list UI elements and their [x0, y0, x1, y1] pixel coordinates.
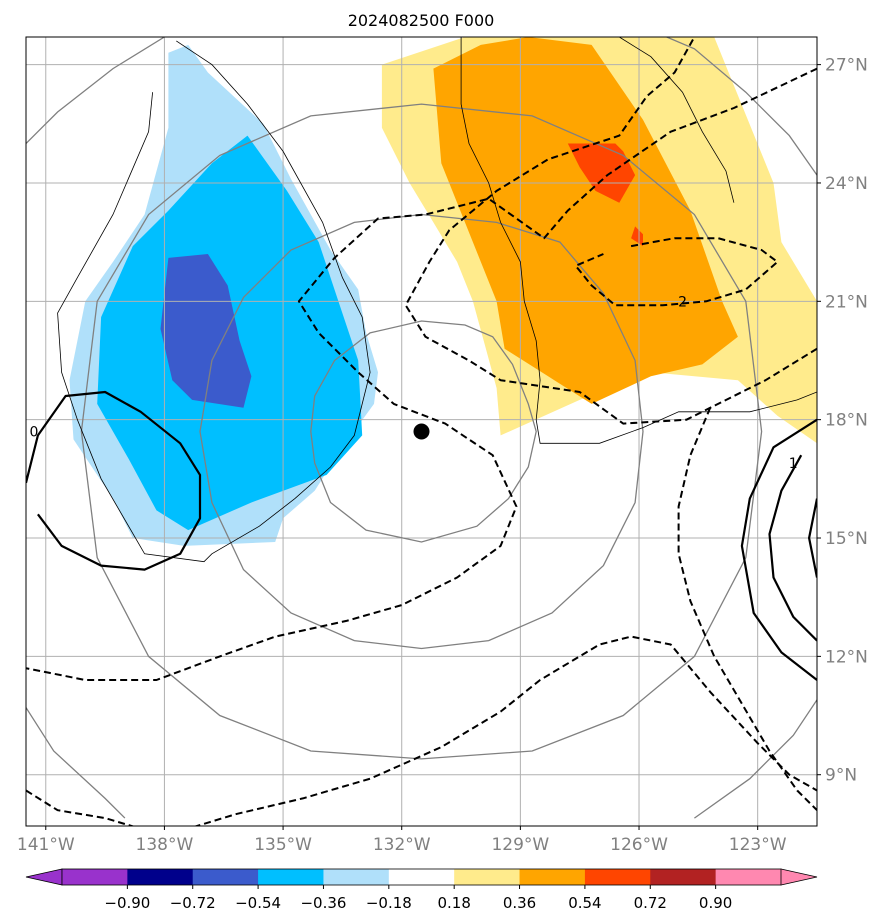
y-tick-label-3: 18°N	[825, 411, 868, 431]
x-tick-label-5: 126°W	[610, 835, 668, 855]
contour-label-0: 0	[29, 425, 38, 441]
colorbar-segment-4	[323, 869, 390, 885]
colorbar-tick-label-5: 0.18	[437, 894, 470, 912]
colorbar-tick-label-7: 0.54	[568, 894, 601, 912]
contour-line-2	[768, 454, 817, 642]
center-marker-layer	[413, 423, 430, 440]
colorbar-tick-label-0: −0.90	[104, 894, 150, 912]
x-tick-label-4: 129°W	[491, 835, 549, 855]
y-tick-label-2: 15°N	[825, 529, 868, 549]
colorbar-segment-1	[127, 869, 194, 885]
range-ring-5	[26, 707, 126, 819]
colorbar-extend-low	[25, 868, 63, 886]
outline-2	[57, 40, 371, 563]
filled-contour-layer	[69, 37, 817, 546]
colorbar-segment-8	[584, 869, 651, 885]
filled-region-2	[567, 143, 636, 203]
colorbar-tick-label-8: 0.72	[634, 894, 667, 912]
y-tick-label-5: 24°N	[825, 174, 868, 194]
x-tick-label-0: 141°W	[17, 835, 75, 855]
outline-0	[460, 37, 817, 444]
y-tick-label-6: 27°N	[825, 56, 868, 76]
colorbar-tick-label-1: −0.72	[170, 894, 216, 912]
contour-line-5	[26, 67, 817, 681]
range-ring-3	[26, 37, 165, 144]
range-ring-2	[80, 103, 763, 760]
x-tick-label-1: 138°W	[136, 835, 194, 855]
contour-line-7	[26, 635, 817, 826]
x-tick-label-6: 123°W	[729, 835, 787, 855]
colorbar-tick-label-6: 0.36	[503, 894, 536, 912]
outline-1	[619, 37, 735, 203]
colorbar-segment-9	[650, 869, 717, 885]
colorbar-frame	[61, 868, 782, 886]
colorbar-segment-0	[62, 869, 128, 885]
colorbar-segment-7	[519, 869, 586, 885]
axis-ticks-layer: 141°W 138°W 135°W 132°W 129°W 126°W 123°W9°N12…	[17, 56, 868, 855]
filled-region-6	[160, 254, 252, 408]
colorbar-tick-label-3: −0.36	[300, 894, 346, 912]
contour-lines-layer: 0 2 1	[26, 37, 817, 826]
contour-label-1: 2	[678, 294, 687, 310]
contour-label-2: 1	[789, 456, 798, 472]
colorbar-tick-label-9: 0.90	[699, 894, 732, 912]
colorbar-segment-6	[454, 869, 521, 885]
colorbar-tick-label-4: −0.18	[366, 894, 412, 912]
colorbar-segment-5	[388, 869, 455, 885]
y-tick-label-1: 12°N	[825, 647, 868, 667]
range-ring-1	[199, 213, 644, 650]
colorbar-tick-label-2: −0.54	[235, 894, 281, 912]
colorbar-segment-3	[258, 869, 324, 885]
contour-line-3	[807, 498, 817, 578]
x-tick-label-3: 132°W	[373, 835, 431, 855]
filled-region-1	[433, 37, 738, 404]
filled-region-3	[631, 226, 643, 247]
range-ring-0	[310, 320, 537, 543]
y-tick-label-0: 9°N	[825, 766, 857, 786]
y-tick-label-4: 21°N	[825, 292, 868, 312]
contour-line-0	[26, 390, 202, 571]
colorbar-segment-10	[715, 869, 782, 885]
x-tick-label-2: 135°W	[254, 835, 312, 855]
contour-line-8	[677, 407, 817, 811]
range-ring-4	[666, 37, 817, 176]
contour-line-4	[574, 237, 779, 307]
chart-title: 2024082500 F000	[348, 11, 495, 30]
center-marker	[413, 423, 430, 440]
contour-line-6	[404, 37, 817, 425]
outline-layer	[57, 37, 817, 563]
colorbar-segment-2	[192, 869, 259, 885]
colorbar-extend-high	[780, 868, 818, 886]
colorbar: −0.90 −0.72 −0.54 −0.36 −0.18 0.18 0.36 0.54 0.7…	[25, 868, 818, 912]
contour-line-1	[740, 418, 817, 681]
range-rings-layer	[26, 37, 817, 819]
plot-frame	[25, 36, 818, 827]
